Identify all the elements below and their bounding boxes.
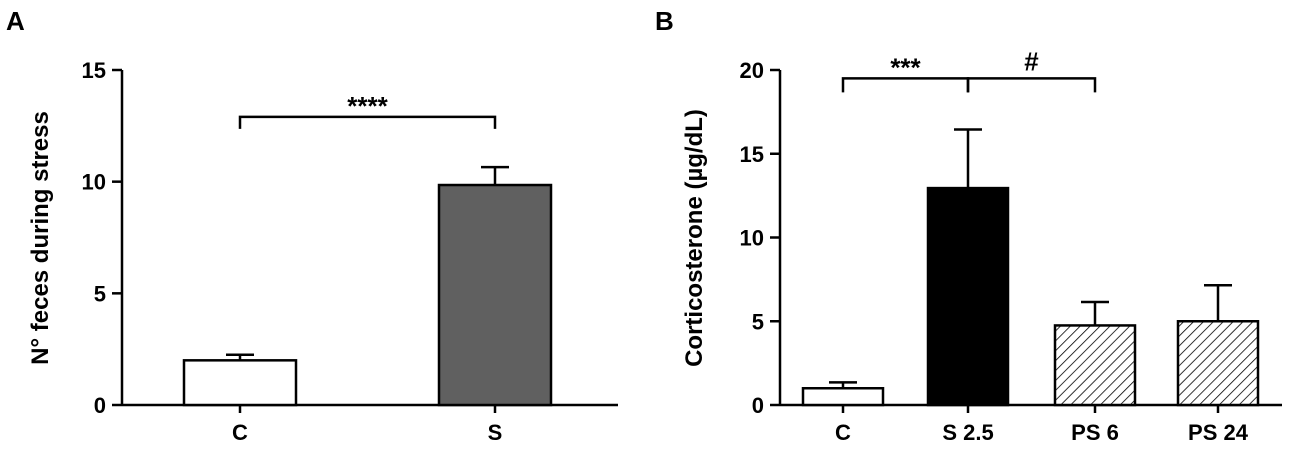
panel-a-y-axis-label: N° feces during stress [27,111,54,365]
panel-b-y-tick-label: 10 [740,226,764,251]
panel-a-bar-c [182,359,298,407]
panel-a-y-tick-label: 5 [94,281,106,306]
panel-b-category-label: C [835,420,851,445]
panel-a-significance-bracket [238,115,497,129]
panel-b-y-tick-label: 0 [752,393,764,418]
panel-b-significance-label: *** [890,52,921,82]
panel-b-bar-ps-24 [1176,320,1260,407]
panel-b-y-tick-label: 20 [740,58,764,83]
panel-b-y-tick-label: 15 [740,142,764,167]
panel-b-error-bar [829,381,857,389]
panel-a-error-bar [481,165,509,186]
panel-a-letter: A [6,6,25,36]
panel-a-annotations: **** [238,91,497,129]
panel-b-bar-ps-6 [1053,324,1137,407]
panel-a-y-axis: 0 5 10 15 [82,58,124,418]
panel-b-annotations: *** # [841,46,1097,93]
panel-b-category-label: S 2.5 [942,420,993,445]
panel-b-error-bar [954,128,982,189]
panel-b-significance-label: # [1024,46,1039,76]
panel-b-bars [801,128,1260,407]
panel-b: B Corticosterone (µg/dL) 0 5 10 15 20 C S 2.5… [655,6,1282,445]
panel-b-y-axis: 0 5 10 15 20 [740,58,782,418]
panel-a-significance-label: **** [347,91,388,121]
panel-a-bar-s [437,183,553,407]
panel-b-bar-c [801,387,885,407]
panel-b-significance-bracket [966,77,1097,93]
panel-b-y-tick-label: 5 [752,309,764,334]
panel-b-error-bar [1081,300,1109,326]
panel-b-letter: B [655,6,674,36]
panel-a-category-label: C [232,420,248,445]
panel-b-y-axis-label: Corticosterone (µg/dL) [681,109,708,367]
panel-a-y-tick-label: 0 [94,393,106,418]
panel-b-x-axis: C S 2.5 PS 6 PS 24 [780,403,1282,445]
panel-a-y-tick-label: 10 [82,170,106,195]
panel-a-category-label: S [488,420,503,445]
panel-b-category-label: PS 24 [1188,420,1249,445]
panel-a-y-tick-label: 15 [82,58,106,83]
panel-a-error-bar [226,353,254,361]
panel-b-error-bar [1204,283,1232,322]
panel-a-bars [182,165,553,407]
panel-b-category-label: PS 6 [1071,420,1119,445]
panel-b-bar-s-2-5 [926,186,1010,407]
